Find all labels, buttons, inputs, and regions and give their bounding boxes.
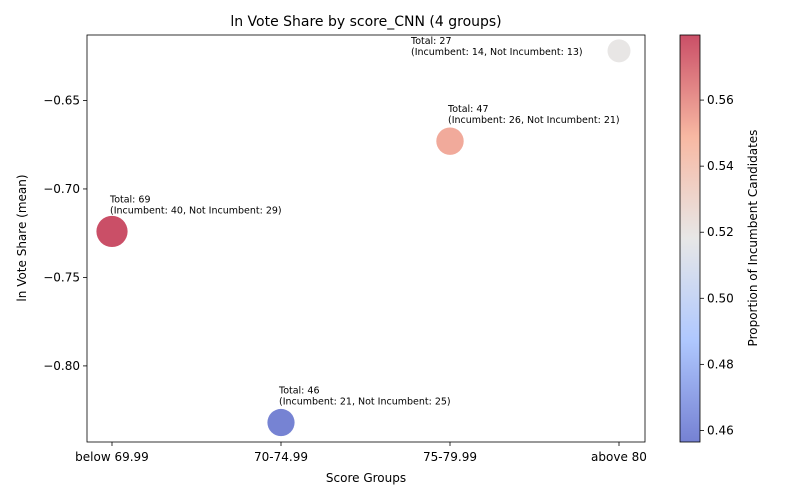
point-annotation: Total: 69 (Incumbent: 40, Not Incumbent: …: [109, 194, 282, 216]
colorbar-label: Proportion of Incumbent Candidates: [746, 130, 760, 347]
colorbar-tick-label: 0.52: [707, 225, 734, 239]
x-axis-ticks: below 69.99 70-74.99 75-79.99 above 80: [75, 442, 647, 464]
point-annotations: Total: 69 (Incumbent: 40, Not Incumbent: …: [109, 36, 620, 408]
y-axis-label: ln Vote Share (mean): [15, 174, 29, 301]
y-tick-label: −0.65: [43, 93, 80, 107]
y-tick-label: −0.70: [43, 182, 80, 196]
x-tick-label: above 80: [591, 450, 647, 464]
colorbar-frame: [679, 34, 701, 443]
point-annotation: Total: 47 (Incumbent: 26, Not Incumbent: …: [447, 104, 620, 126]
x-axis-label: Score Groups: [326, 471, 406, 485]
y-tick-label: −0.75: [43, 270, 80, 284]
data-point: [267, 408, 295, 437]
colorbar-tick-label: 0.56: [707, 93, 734, 107]
colorbar-ticks: 0.46 0.48 0.50 0.52 0.54 0.56: [700, 93, 734, 437]
point-annotation: Total: 27 (Incumbent: 14, Not Incumbent: …: [410, 36, 583, 58]
x-tick-label: 75-79.99: [423, 450, 477, 464]
x-tick-label: 70-74.99: [254, 450, 308, 464]
colorbar-tick-label: 0.50: [707, 291, 734, 305]
colorbar-tick-label: 0.54: [707, 159, 734, 173]
chart-title: ln Vote Share by score_CNN (4 groups): [230, 14, 501, 30]
y-axis-ticks: −0.65 −0.70 −0.75 −0.80: [43, 93, 87, 373]
colorbar-gradient: [680, 35, 700, 442]
colorbar-tick-label: 0.46: [707, 423, 734, 437]
plot-frame: [86, 34, 646, 443]
x-tick-label: below 69.99: [75, 450, 149, 464]
point-annotation: Total: 46 (Incumbent: 21, Not Incumbent: …: [278, 386, 451, 408]
data-point: [436, 127, 464, 155]
data-points: [96, 39, 631, 437]
colorbar: 0.46 0.48 0.50 0.52 0.54 0.56 Proportion of I…: [679, 34, 760, 443]
data-point: [607, 39, 631, 63]
colorbar-tick-label: 0.48: [707, 357, 734, 371]
y-tick-label: −0.80: [43, 359, 80, 373]
data-point: [96, 215, 128, 248]
